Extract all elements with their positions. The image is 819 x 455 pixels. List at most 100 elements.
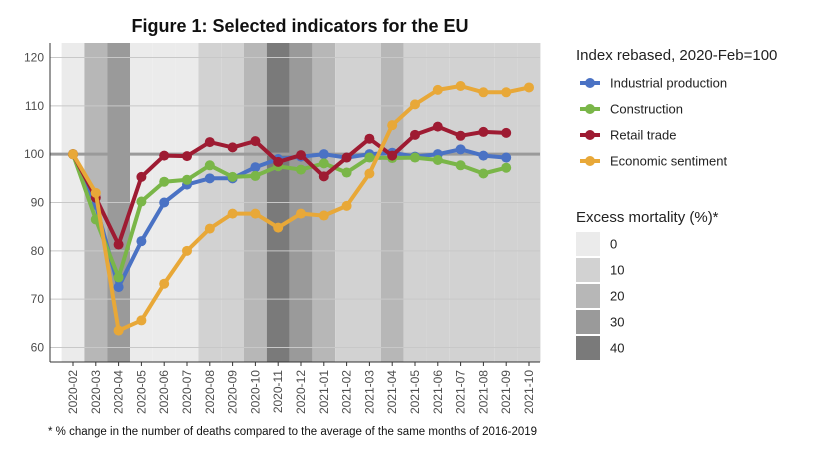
data-point (341, 152, 352, 163)
data-point (159, 176, 170, 187)
data-point (318, 210, 329, 221)
data-point (432, 121, 443, 132)
x-tick-label: 2021-02 (340, 370, 354, 414)
data-point (136, 171, 147, 182)
y-tick-label: 120 (24, 51, 44, 65)
data-point (455, 130, 466, 141)
x-tick-label: 2020-09 (226, 370, 240, 414)
x-tick-label: 2020-08 (203, 370, 217, 414)
data-point (478, 150, 489, 161)
x-tick-label: 2021-03 (362, 370, 376, 414)
data-point (159, 278, 170, 289)
mortality-level-label: 20 (610, 289, 624, 304)
mortality-swatch (576, 310, 600, 334)
x-tick-label: 2020-06 (157, 370, 171, 414)
y-tick-label: 90 (31, 196, 45, 210)
x-tick-label: 2020-02 (66, 370, 80, 414)
data-point (432, 154, 443, 165)
data-point (296, 164, 306, 175)
grid-lines: 60 70 80 90 100 110 120 (24, 51, 540, 355)
data-point (250, 170, 261, 181)
data-point (501, 162, 512, 173)
x-tick-label: 2021-06 (431, 370, 445, 414)
data-point (455, 144, 466, 155)
mortality-level-label: 30 (610, 315, 624, 330)
data-point (136, 315, 147, 326)
x-tick-label: 2020-07 (180, 370, 194, 414)
data-point (341, 167, 352, 178)
data-point (387, 150, 398, 161)
data-point (318, 149, 329, 160)
data-point (227, 171, 238, 182)
data-point (113, 325, 124, 336)
data-point (182, 174, 192, 185)
legend-key-dot (585, 130, 595, 140)
legend-label: Industrial production (610, 76, 727, 91)
data-point (478, 126, 489, 137)
legend-title: Index rebased, 2020-Feb=100 (576, 47, 777, 64)
x-tick-label: 2020-11 (271, 370, 285, 413)
data-point (364, 152, 375, 163)
legend-label: Retail trade (610, 128, 676, 143)
legend-key-dot (585, 156, 595, 166)
data-point (273, 222, 284, 233)
x-tick-label: 2021-07 (454, 370, 468, 414)
data-point (501, 152, 512, 163)
data-point (341, 200, 352, 211)
data-point (364, 133, 375, 144)
data-point (410, 129, 420, 140)
data-point (182, 151, 192, 162)
data-point (204, 173, 215, 184)
data-point (387, 120, 398, 131)
data-point (432, 84, 443, 95)
data-point (182, 245, 192, 256)
data-point (296, 208, 306, 219)
data-point (227, 142, 238, 153)
y-tick-label: 60 (31, 341, 45, 355)
y-tick-label: 70 (31, 292, 45, 306)
data-point (364, 168, 375, 179)
data-point (136, 196, 147, 207)
data-point (501, 127, 512, 138)
x-tick-label: 2020-12 (294, 370, 308, 414)
mortality-swatch (576, 232, 600, 256)
x-tick-label: 2021-10 (522, 370, 536, 414)
data-point (318, 171, 329, 182)
data-point (250, 136, 261, 147)
data-point (273, 156, 284, 167)
mortality-level-label: 10 (610, 263, 624, 278)
y-tick-label: 80 (31, 244, 45, 258)
x-tick-label: 2020-03 (89, 370, 103, 414)
data-point (204, 137, 215, 148)
legend-key-dot (585, 104, 595, 114)
data-point (410, 152, 420, 163)
x-tick-label: 2021-05 (408, 370, 422, 414)
x-tick-label: 2020-05 (134, 370, 148, 414)
x-tick-label: 2021-04 (385, 370, 399, 414)
data-point (296, 150, 306, 161)
series-layer (68, 81, 534, 336)
data-point (204, 160, 215, 171)
axes: 2020-02 2020-03 2020-04 2020-05 2020-06 2020-… (49, 43, 540, 414)
x-tick-label: 2021-09 (499, 370, 513, 414)
mortality-level-label: 40 (610, 341, 624, 356)
data-point (478, 168, 489, 179)
data-point (90, 187, 101, 198)
mortality-swatch (576, 336, 600, 360)
mortality-legend: Excess mortality (%)* 0 10 20 30 40 (576, 209, 719, 360)
data-point (68, 149, 78, 160)
data-point (501, 87, 512, 98)
data-point (159, 150, 170, 161)
x-tick-label: 2021-01 (317, 370, 331, 414)
y-tick-label: 100 (24, 147, 44, 161)
mortality-legend-title: Excess mortality (%)* (576, 209, 719, 226)
data-point (250, 162, 261, 173)
data-point (250, 208, 261, 219)
data-point (113, 239, 124, 250)
data-point (478, 87, 489, 98)
data-point (136, 236, 147, 247)
data-point (113, 282, 124, 293)
x-tick-label: 2021-08 (476, 370, 490, 414)
legend-label: Construction (610, 102, 683, 117)
